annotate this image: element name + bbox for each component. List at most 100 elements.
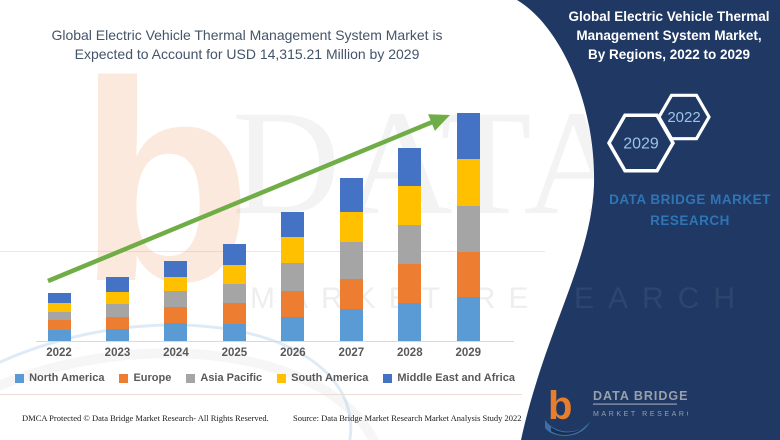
year-badges: 2029 2022 (606, 93, 711, 173)
bar-segment-2026-south-america (281, 237, 305, 263)
x-axis-line (36, 341, 514, 342)
legend-item-south-america: South America (277, 372, 368, 384)
bar-segment-2026-middle-east-and-africa (281, 212, 305, 237)
bar-segment-2028-europe (398, 264, 422, 303)
watermark-pink-line (0, 251, 545, 252)
legend-item-north-america: North America (15, 372, 104, 384)
bar-segment-2024-europe (164, 307, 188, 323)
badge-year-2022: 2022 (667, 109, 700, 126)
bar-segment-2028-asia-pacific (398, 225, 422, 264)
bar-segment-2027-south-america (339, 212, 363, 242)
legend-label: Europe (133, 372, 172, 384)
bar-segment-2027-north-america (339, 309, 363, 341)
x-axis-label-2025: 2025 (221, 347, 248, 359)
footer-source: Source: Data Bridge Market Research Mark… (293, 413, 522, 423)
stacked-bar-2028 (398, 148, 422, 341)
x-axis-label-2022: 2022 (46, 347, 72, 359)
chart-legend: North America Europe Asia Pacific South Ame… (15, 372, 515, 384)
chart-headline-line2: Expected to Account for USD 14,315.21 Mi… (74, 46, 420, 62)
stacked-bar-2025 (222, 244, 246, 341)
legend-label: Asia Pacific (200, 372, 263, 384)
panel-title-line1: Global Electric Vehicle Thermal (568, 9, 770, 24)
legend-item-asia-pacific: Asia Pacific (186, 372, 262, 384)
watermark-band-right: SEARCH (540, 282, 750, 315)
brand-line2: RESEARCH (650, 213, 730, 228)
legend-label: South America (291, 372, 369, 384)
bar-segment-2023-south-america (105, 292, 129, 304)
hexagon-2022 (657, 93, 711, 141)
bar-segment-2023-europe (105, 317, 129, 329)
x-axis-label-2029: 2029 (455, 347, 482, 359)
bar-segment-2027-europe (339, 279, 363, 309)
stacked-bar-2024 (164, 261, 188, 341)
logo-underline (593, 403, 677, 405)
panel-title-line3: By Regions, 2022 to 2029 (587, 47, 751, 62)
footer-copyright: DMCA Protected © Data Bridge Market Rese… (22, 413, 269, 423)
x-axis-label-2027: 2027 (338, 347, 365, 359)
logo-sub-text: MARKET RESEARCH (593, 411, 688, 418)
bar-segment-2028-north-america (398, 303, 422, 341)
panel-title-line2: Management System Market, (576, 28, 762, 43)
bar-segment-2025-north-america (222, 324, 246, 341)
bar-segment-2026-north-america (281, 317, 305, 341)
stacked-bar-2023 (105, 277, 129, 341)
bar-segment-2029-asia-pacific (456, 206, 480, 252)
stacked-bar-2026 (281, 212, 305, 341)
bar-segment-2024-middle-east-and-africa (164, 261, 188, 277)
legend-item-europe: Europe (119, 372, 171, 384)
bar-segment-2024-south-america (164, 277, 188, 291)
bar-segment-2029-middle-east-and-africa (456, 113, 480, 159)
bar-segment-2026-asia-pacific (281, 263, 305, 291)
bar-segment-2022-europe (47, 320, 71, 330)
stacked-bar-2027 (339, 178, 363, 341)
bar-segment-2028-south-america (398, 186, 422, 225)
x-axis-label-2023: 2023 (104, 347, 131, 359)
bar-segment-2029-north-america (456, 297, 480, 341)
bar-segment-2023-middle-east-and-africa (105, 277, 129, 292)
bar-segment-2026-europe (281, 291, 305, 317)
bar-segment-2022-middle-east-and-africa (47, 293, 71, 303)
legend-label: North America (29, 372, 105, 384)
logo-swoosh-dark-icon (551, 425, 586, 435)
brand-line1: DATA BRIDGE MARKET (609, 192, 771, 207)
brand-wordmark: DATA BRIDGE MARKET RESEARCH (588, 189, 780, 231)
x-axis-label-2028: 2028 (397, 347, 423, 359)
legend-swatch-icon (119, 373, 129, 383)
footer-divider (0, 394, 522, 395)
databridge-logo: b DATA BRIDGE MARKET RESEARCH (545, 384, 688, 436)
badge-year-2029: 2029 (623, 136, 659, 153)
bar-segment-2022-north-america (47, 330, 71, 341)
x-axis-label-2024: 2024 (163, 347, 189, 359)
bar-segment-2023-asia-pacific (105, 304, 129, 317)
logo-b-icon: b (548, 384, 572, 428)
bar-segment-2024-north-america (164, 323, 188, 341)
bar-segment-2027-asia-pacific (339, 242, 363, 279)
bar-segment-2022-south-america (47, 303, 71, 312)
bar-segment-2025-middle-east-and-africa (222, 244, 246, 265)
bar-segment-2023-north-america (105, 329, 129, 341)
hexagon-2029 (606, 113, 676, 173)
bar-segment-2025-south-america (222, 265, 246, 284)
bar-segment-2025-asia-pacific (222, 284, 246, 303)
legend-item-middle-east-and-africa: Middle East and Africa (383, 372, 515, 384)
stacked-bar-2029 (456, 113, 480, 341)
bar-segment-2028-middle-east-and-africa (398, 148, 422, 186)
legend-label: Middle East and Africa (397, 372, 515, 384)
bar-segment-2027-middle-east-and-africa (339, 178, 363, 212)
logo-name-text: DATA BRIDGE (593, 389, 688, 403)
bar-segment-2029-south-america (456, 159, 480, 206)
chart-headline-line1: Global Electric Vehicle Thermal Manageme… (51, 27, 443, 43)
bar-segment-2025-europe (222, 303, 246, 324)
bar-segment-2022-asia-pacific (47, 312, 71, 320)
legend-swatch-icon (186, 373, 196, 383)
stacked-bar-2022 (47, 293, 71, 341)
bar-segment-2024-asia-pacific (164, 291, 188, 307)
chart-headline: Global Electric Vehicle Thermal Manageme… (28, 26, 466, 64)
legend-swatch-icon (277, 373, 287, 383)
legend-swatch-icon (15, 373, 25, 383)
bar-segment-2029-europe (456, 252, 480, 297)
